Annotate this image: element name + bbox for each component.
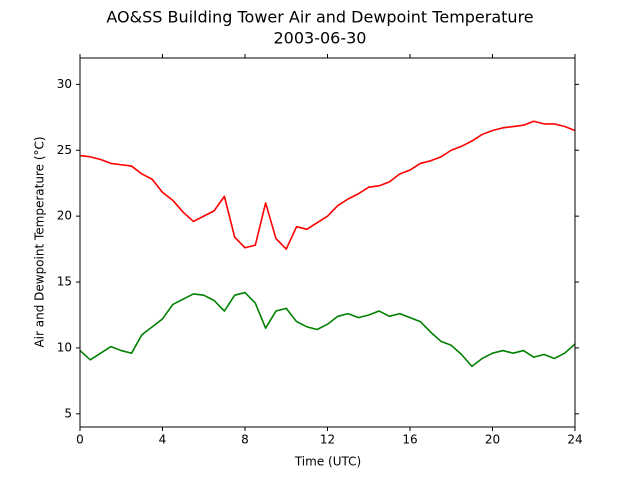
x-tick-label: 4 bbox=[159, 433, 167, 447]
x-tick-label: 20 bbox=[485, 433, 500, 447]
y-axis-label: Air and Dewpoint Temperature (°C) bbox=[33, 136, 47, 347]
x-tick-label: 16 bbox=[402, 433, 417, 447]
y-tick-label: 20 bbox=[57, 209, 72, 223]
y-tick-label: 10 bbox=[57, 340, 72, 354]
chart-title: AO&SS Building Tower Air and Dewpoint Te… bbox=[106, 8, 533, 27]
y-tick-label: 30 bbox=[57, 77, 72, 91]
x-tick-label: 8 bbox=[241, 433, 249, 447]
y-tick-label: 5 bbox=[64, 406, 72, 420]
x-tick-label: 0 bbox=[76, 433, 84, 447]
y-tick-label: 15 bbox=[57, 275, 72, 289]
x-tick-label: 12 bbox=[320, 433, 335, 447]
y-tick-label: 25 bbox=[57, 143, 72, 157]
plot-frame bbox=[79, 57, 576, 428]
x-axis-label: Time (UTC) bbox=[294, 455, 361, 469]
data-line bbox=[79, 291, 576, 368]
chart-subtitle: 2003-06-30 bbox=[274, 29, 367, 48]
x-tick-label: 24 bbox=[567, 433, 582, 447]
data-line bbox=[79, 120, 576, 250]
